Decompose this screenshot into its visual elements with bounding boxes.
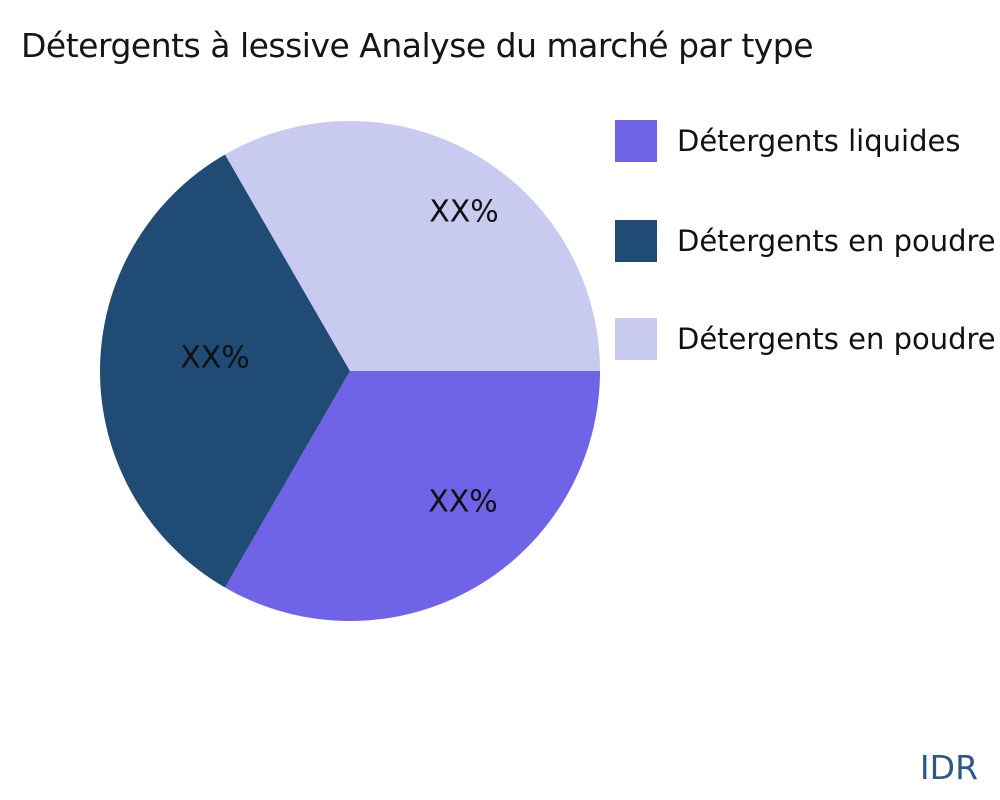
- pie-label-liquides: XX%: [428, 485, 498, 520]
- pie-slice-poudre-light: [225, 121, 600, 372]
- chart-title: Détergents à lessive Analyse du marché p…: [21, 26, 814, 65]
- pie-slice-liquides: [225, 371, 600, 621]
- legend-item-poudre-dark: Détergents en poudre: [615, 220, 996, 262]
- pie-label-poudre-dark: XX%: [180, 341, 250, 376]
- pie-slice-poudre-dark: [100, 154, 350, 588]
- watermark-idr: IDR: [919, 748, 978, 787]
- legend-swatch-liquides: [615, 120, 657, 162]
- legend-label-liquides: Détergents liquides: [677, 124, 961, 158]
- pie-label-poudre-light: XX%: [429, 195, 499, 230]
- legend-swatch-poudre-light: [615, 318, 657, 360]
- legend-label-poudre-dark: Détergents en poudre: [677, 224, 996, 258]
- legend-label-poudre-light: Détergents en poudre: [677, 322, 996, 356]
- legend-swatch-poudre-dark: [615, 220, 657, 262]
- legend-item-liquides: Détergents liquides: [615, 120, 960, 162]
- legend-item-poudre-light: Détergents en poudre: [615, 318, 996, 360]
